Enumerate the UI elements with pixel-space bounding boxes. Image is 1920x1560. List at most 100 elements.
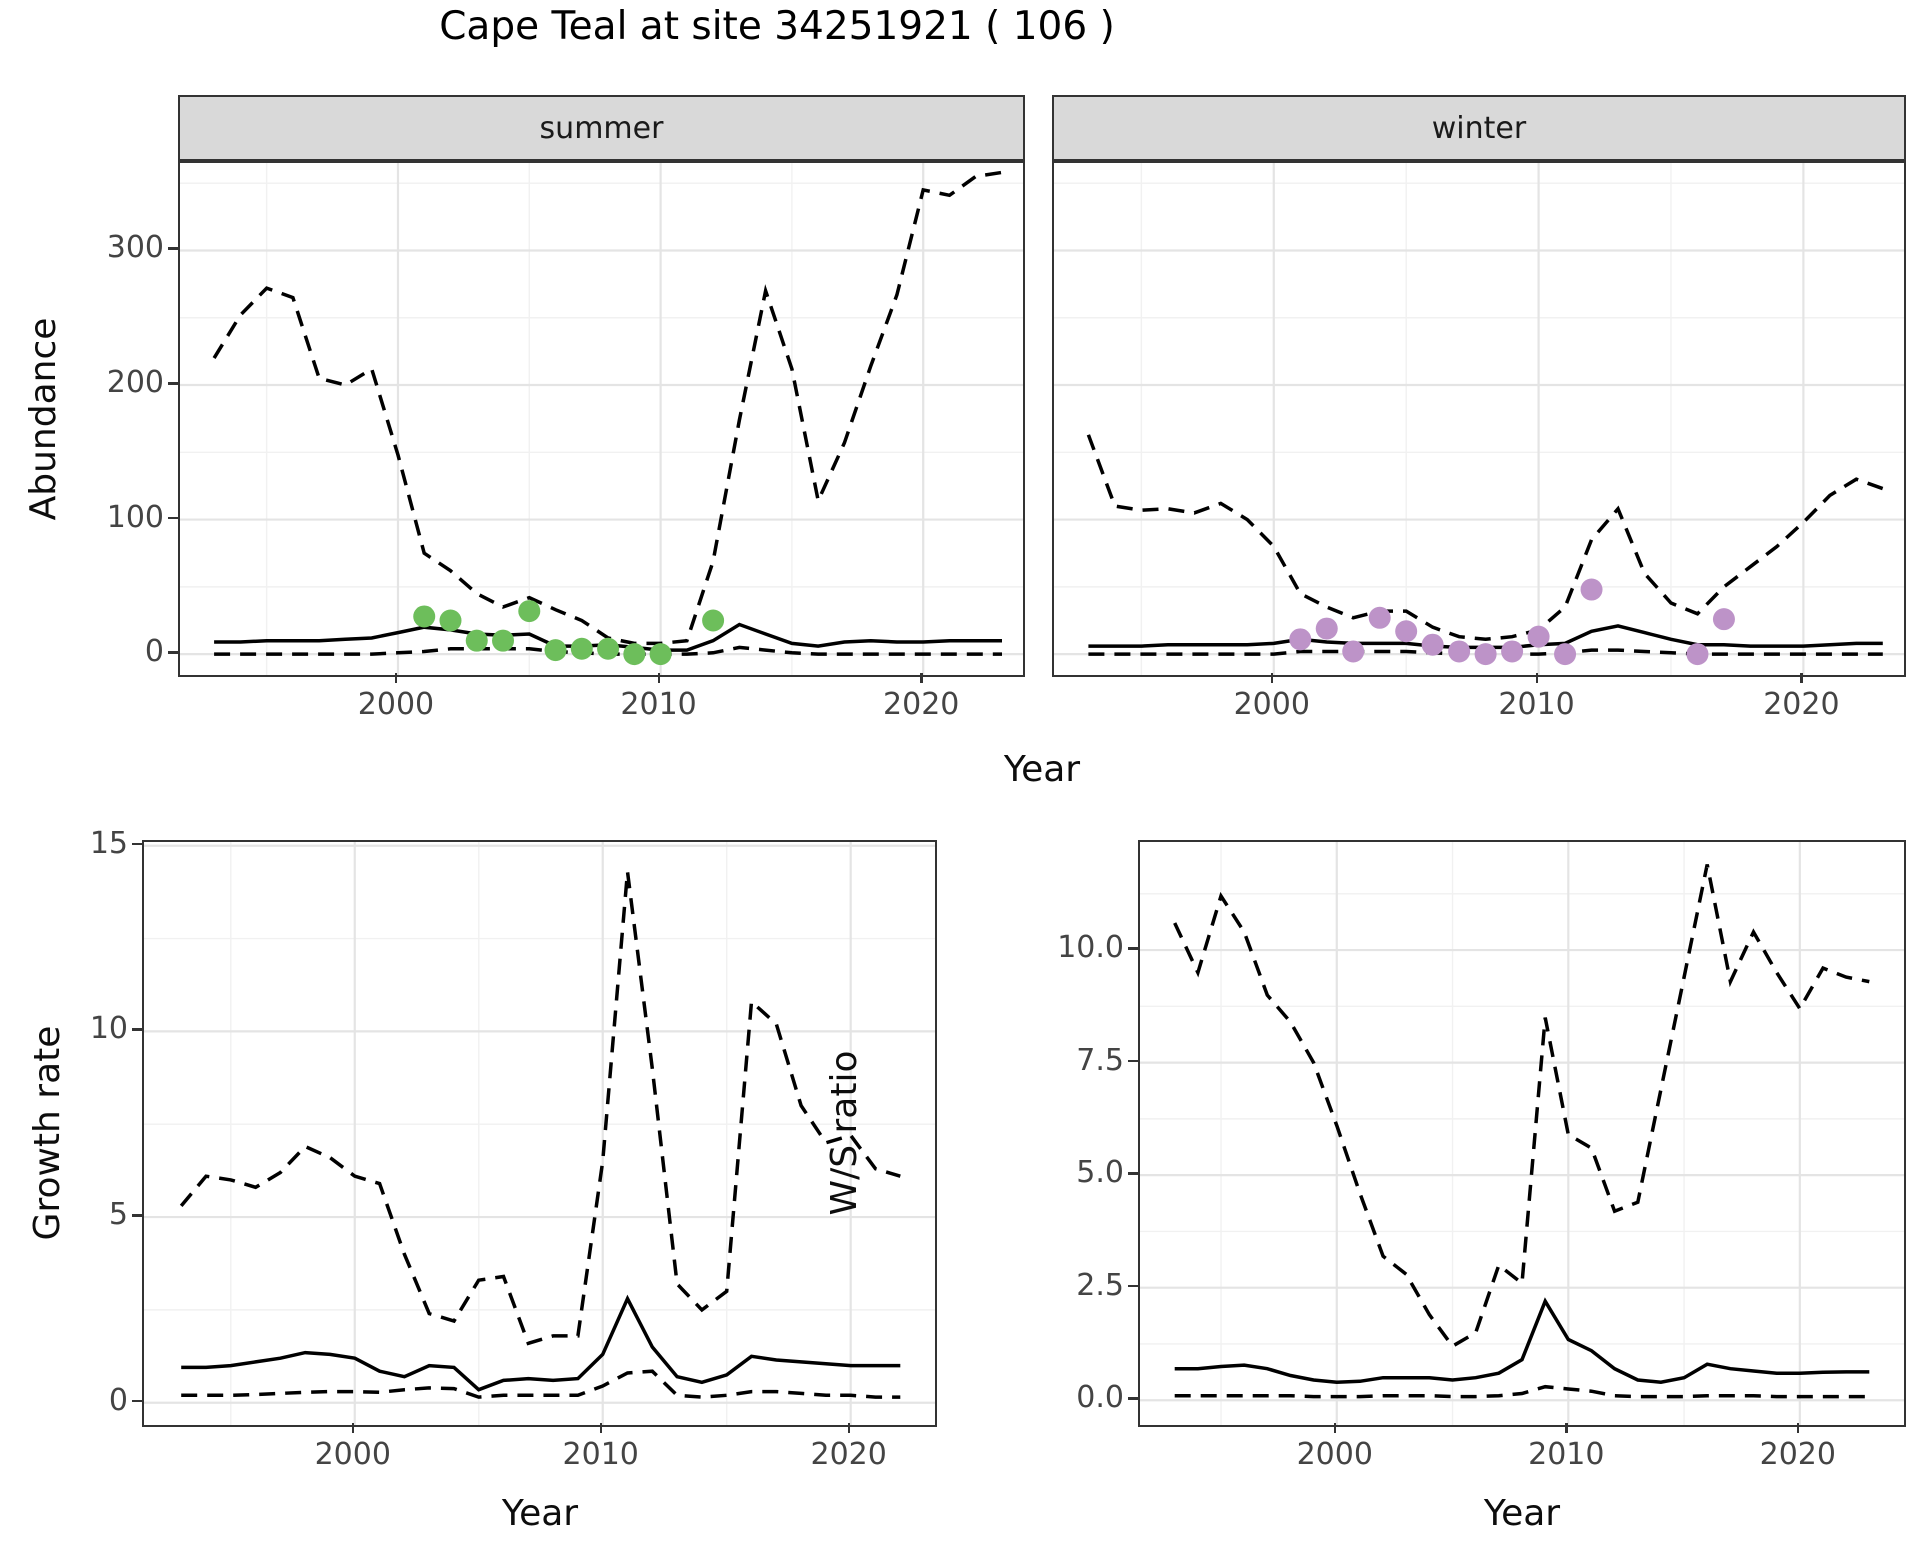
median-line: [181, 1294, 901, 1392]
upper_ci-line: [1173, 864, 1870, 1349]
lower_ci-line: [181, 1369, 901, 1399]
y-tick-label: 0.0: [1076, 1380, 1124, 1416]
y-tick-label: 10: [89, 1011, 128, 1047]
plot-title: Cape Teal at site 34251921 ( 106 ): [439, 4, 1115, 49]
x-axis-title-year-growth: Year: [501, 1493, 579, 1534]
panel-abundance-summer: [178, 161, 1025, 677]
x-tick-mark: [1565, 1423, 1568, 1433]
x-tick-label: 2020: [1763, 687, 1840, 722]
y-tick-mark: [132, 1028, 142, 1031]
data-point: [1395, 620, 1418, 643]
data-point: [1686, 643, 1709, 666]
data-point: [702, 609, 725, 632]
x-tick-mark: [920, 673, 923, 683]
y-tick-label: 5: [108, 1197, 128, 1233]
panel-ws-ratio: [1138, 840, 1906, 1427]
data-point: [1342, 640, 1365, 663]
y-tick-mark: [132, 842, 142, 846]
y-tick-label: 15: [89, 825, 128, 861]
y-tick-mark: [168, 247, 178, 250]
data-point: [623, 643, 646, 666]
data-point: [1289, 628, 1312, 651]
y-axis-title-abundance: Abundance: [23, 317, 64, 521]
data-point: [649, 643, 672, 666]
x-tick-mark: [1535, 673, 1539, 683]
x-tick-label: 2010: [562, 1437, 639, 1472]
chart-canvas: [180, 163, 1023, 675]
data-point: [1712, 608, 1735, 631]
x-tick-mark: [351, 1423, 355, 1433]
data-point: [413, 605, 436, 628]
data-point: [1527, 625, 1550, 648]
facet-strip-winter-label: winter: [1431, 110, 1527, 146]
x-tick-label: 2000: [357, 687, 435, 722]
x-tick-mark: [1333, 1423, 1337, 1433]
upper_ci-line: [212, 170, 1003, 646]
facet-strip-summer: summer: [178, 95, 1025, 161]
y-tick-label: 7.5: [1076, 1042, 1124, 1078]
y-tick-mark: [1128, 1059, 1138, 1063]
y-tick-label: 10.0: [1057, 930, 1124, 966]
x-tick-mark: [657, 673, 661, 683]
x-tick-label: 2000: [1233, 687, 1310, 722]
data-point: [1554, 643, 1577, 666]
data-point: [1368, 606, 1391, 629]
facet-strip-summer-label: summer: [539, 110, 664, 146]
upper_ci-line: [1086, 434, 1884, 642]
y-tick-label: 5.0: [1076, 1155, 1124, 1191]
x-tick-label: 2010: [1528, 1437, 1605, 1472]
x-tick-mark: [599, 1423, 603, 1433]
y-tick-mark: [1128, 947, 1138, 950]
x-tick-label: 2000: [1296, 1437, 1373, 1472]
facet-strip-winter: winter: [1052, 95, 1906, 161]
data-point: [1448, 640, 1471, 663]
x-tick-mark: [1270, 673, 1274, 683]
y-tick-mark: [168, 516, 178, 520]
x-tick-label: 2020: [883, 687, 960, 722]
x-axis-title-year-top: Year: [1003, 749, 1081, 790]
x-tick-label: 2010: [1498, 687, 1575, 722]
y-tick-mark: [1128, 1397, 1138, 1400]
data-point: [1474, 643, 1497, 666]
y-tick-mark: [1128, 1172, 1138, 1175]
x-tick-label: 2010: [620, 687, 697, 722]
chart-canvas: [144, 842, 935, 1425]
y-tick-label: 0: [108, 1382, 128, 1418]
data-point: [518, 600, 541, 623]
y-tick-mark: [132, 1214, 142, 1217]
data-point: [1580, 578, 1603, 601]
x-tick-label: 2020: [810, 1437, 887, 1472]
x-tick-label: 2020: [1759, 1437, 1836, 1472]
data-point: [597, 637, 620, 660]
data-point: [1315, 617, 1338, 640]
data-point: [439, 609, 462, 632]
y-tick-label: 100: [106, 499, 164, 535]
y-axis-title-growth-rate: Growth rate: [27, 1025, 68, 1241]
median-line: [1174, 1297, 1870, 1384]
y-tick-label: 0: [144, 634, 164, 670]
panel-abundance-winter: [1052, 161, 1906, 677]
upper_ci-line: [179, 871, 901, 1346]
y-tick-label: 200: [106, 365, 164, 401]
chart-canvas: [1054, 163, 1904, 675]
data-point: [544, 639, 567, 662]
y-tick-mark: [168, 382, 178, 385]
x-tick-mark: [1796, 1423, 1800, 1433]
lower_ci-line: [1174, 1384, 1870, 1399]
x-tick-mark: [847, 1423, 851, 1433]
y-tick-mark: [1128, 1284, 1138, 1288]
chart-canvas: [1140, 842, 1904, 1425]
x-tick-mark: [394, 673, 398, 683]
y-tick-label: 300: [106, 230, 164, 266]
x-tick-label: 2000: [314, 1437, 391, 1472]
data-point: [1501, 640, 1524, 663]
data-point: [570, 637, 593, 660]
y-tick-mark: [132, 1399, 142, 1403]
data-point: [1421, 633, 1444, 656]
x-tick-mark: [1800, 673, 1803, 683]
data-point: [492, 629, 515, 652]
y-tick-label: 2.5: [1076, 1267, 1124, 1303]
data-point: [465, 629, 488, 652]
y-axis-title-ws-ratio: W/S ratio: [824, 1050, 865, 1216]
